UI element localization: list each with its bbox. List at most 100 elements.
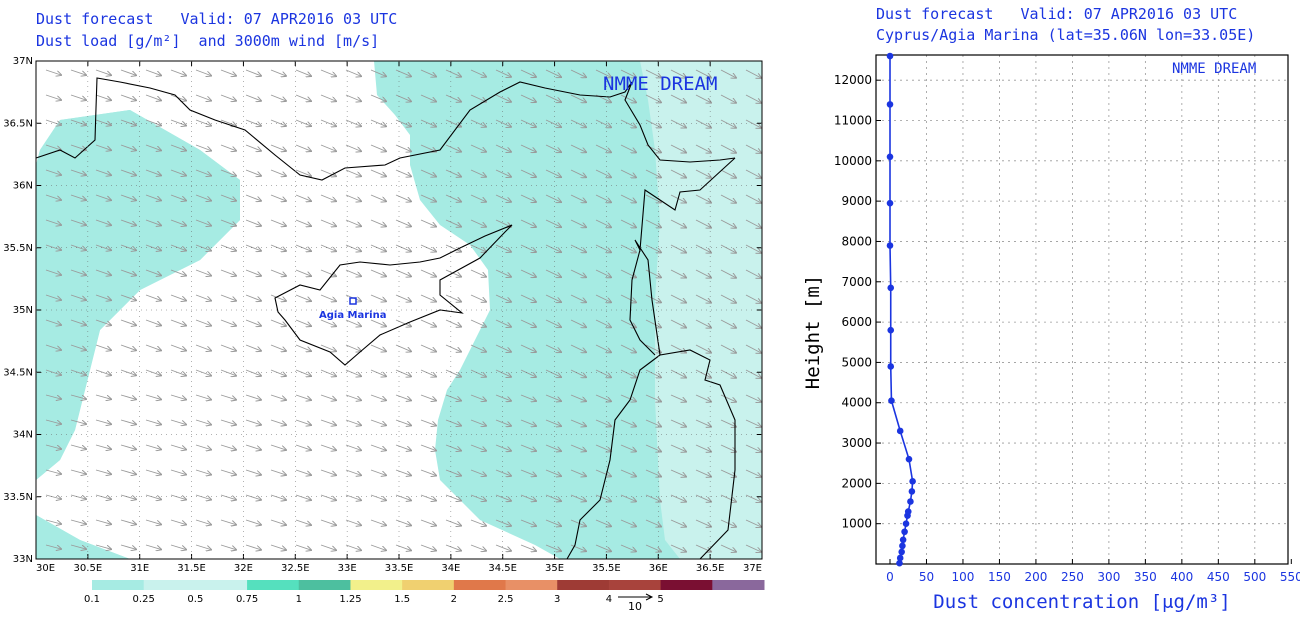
wind-vector xyxy=(120,369,136,375)
wind-vector xyxy=(120,544,136,549)
wind-vector xyxy=(370,194,386,201)
colorbar-segment xyxy=(557,580,610,590)
colorbar-segment xyxy=(92,580,145,590)
map-x-tick-label: 31.5E xyxy=(177,563,206,574)
colorbar-segment xyxy=(143,580,196,590)
wind-vector xyxy=(70,144,86,150)
wind-vector xyxy=(595,544,611,551)
wind-vector xyxy=(245,194,261,201)
profile-y-tick-label: 6000 xyxy=(841,315,872,329)
wind-vector xyxy=(120,319,136,325)
wind-vector xyxy=(295,494,311,500)
wind-vector xyxy=(120,119,136,125)
profile-point xyxy=(888,397,895,405)
wind-vector xyxy=(470,169,486,177)
wind-vector xyxy=(495,219,511,227)
wind-vector xyxy=(70,344,86,350)
wind-vector xyxy=(95,369,111,375)
wind-vector xyxy=(545,344,561,352)
wind-vector xyxy=(495,244,511,252)
wind-vector xyxy=(295,344,311,351)
wind-vector xyxy=(420,494,436,501)
wind-vector xyxy=(570,244,586,252)
colorbar-segment xyxy=(195,580,248,590)
wind-vector xyxy=(70,244,86,250)
wind-vector xyxy=(520,319,536,327)
wind-vector xyxy=(270,244,286,251)
wind-vector xyxy=(745,469,761,477)
wind-vector xyxy=(220,269,236,276)
wind-vector xyxy=(570,269,586,277)
wind-vector xyxy=(395,119,411,126)
wind-vector xyxy=(720,194,736,203)
wind-vector xyxy=(220,294,236,301)
wind-vector xyxy=(145,69,161,75)
wind-vector xyxy=(620,119,636,127)
wind-vector xyxy=(470,444,486,451)
profile-brand: NMME DREAM xyxy=(1172,61,1256,77)
wind-vector xyxy=(395,294,411,301)
wind-reference: 10 xyxy=(618,593,654,613)
wind-vector xyxy=(320,319,336,326)
wind-vector xyxy=(595,244,611,252)
wind-vector xyxy=(320,544,336,550)
wind-vector xyxy=(220,469,236,475)
wind-vector xyxy=(195,319,211,326)
wind-vector xyxy=(395,269,411,276)
wind-vector xyxy=(570,369,586,377)
wind-vector xyxy=(170,244,186,251)
wind-vector xyxy=(245,544,261,550)
wind-vector xyxy=(70,94,86,100)
colorbar-label: 2.5 xyxy=(498,594,514,605)
profile-plot-area xyxy=(876,55,1288,564)
wind-vector xyxy=(220,169,236,176)
wind-vector xyxy=(720,319,736,328)
wind-vector xyxy=(70,169,86,175)
colorbar-segment xyxy=(505,580,558,590)
wind-vector xyxy=(445,419,461,426)
wind-vector xyxy=(70,394,86,399)
map-title-line1: Dust forecast Valid: 07 APR2016 03 UTC xyxy=(36,10,398,28)
wind-vector xyxy=(345,419,361,425)
wind-vector xyxy=(670,469,686,477)
wind-vector xyxy=(595,519,611,526)
wind-vector xyxy=(445,444,461,451)
wind-vector xyxy=(195,294,211,301)
wind-vector xyxy=(495,169,511,177)
profile-y-label: Height [m] xyxy=(802,275,824,389)
wind-vector xyxy=(745,494,761,502)
wind-vector xyxy=(170,519,186,525)
wind-vector xyxy=(620,519,636,526)
wind-vector xyxy=(595,119,611,127)
wind-vector xyxy=(270,194,286,201)
wind-vector xyxy=(295,119,311,126)
wind-vector xyxy=(395,444,411,450)
wind-vector xyxy=(220,394,236,400)
wind-vector xyxy=(245,69,261,76)
wind-vector xyxy=(670,169,686,178)
wind-vector xyxy=(345,319,361,326)
wind-vector xyxy=(470,194,486,202)
wind-vector xyxy=(270,519,286,525)
profile-x-tick-label: 500 xyxy=(1243,570,1266,584)
wind-vector xyxy=(70,119,86,125)
wind-vector xyxy=(320,244,336,251)
wind-vector xyxy=(95,119,111,125)
wind-vector xyxy=(745,219,761,228)
map-y-ticks: 33N 33.5N 34N 34.5N 35N 35.5N 36N 36.5N 37N xyxy=(3,56,762,565)
wind-vector xyxy=(95,169,111,175)
wind-vector xyxy=(745,69,761,78)
wind-vector xyxy=(670,69,686,78)
wind-vector xyxy=(195,194,211,201)
profile-point xyxy=(905,455,913,463)
colorbar-segment xyxy=(453,580,507,590)
station-label: Agia Marina xyxy=(319,310,386,321)
profile-series xyxy=(886,52,916,567)
wind-vector xyxy=(95,544,111,549)
wind-vector xyxy=(570,519,586,526)
wind-vector xyxy=(470,369,486,377)
wind-vector xyxy=(570,469,586,476)
wind-vector xyxy=(295,269,311,276)
wind-vector xyxy=(195,419,211,425)
wind-vector xyxy=(445,319,461,327)
